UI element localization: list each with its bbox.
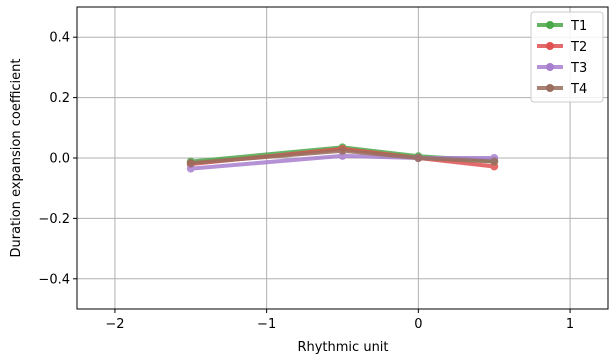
legend-marker: [546, 63, 554, 71]
y-tick-label: −0.4: [38, 272, 70, 287]
legend-label: T1: [570, 19, 587, 34]
data-point: [338, 146, 347, 155]
x-tick-label: −2: [105, 317, 124, 332]
x-axis-label: Rhythmic unit: [297, 340, 388, 355]
legend-item: T1: [537, 19, 587, 34]
y-tick-label: 0.0: [49, 152, 70, 167]
y-axis-label: Duration expansion coefficient: [9, 59, 24, 258]
legend-item: T4: [537, 82, 587, 97]
x-tick-label: 1: [566, 317, 574, 332]
series-layer: [186, 143, 499, 173]
data-point: [490, 157, 499, 166]
data-point: [186, 159, 195, 168]
y-tick-label: 0.2: [49, 91, 70, 106]
legend-item: T2: [537, 40, 587, 55]
series-line-t4: [190, 148, 495, 166]
y-tick-label: 0.4: [49, 31, 70, 46]
legend-item: T3: [537, 61, 587, 76]
legend-label: T4: [570, 82, 587, 97]
y-tick-label: −0.2: [38, 212, 70, 227]
x-tick-label: 0: [414, 317, 422, 332]
series-t4: [186, 146, 499, 168]
legend-marker: [546, 42, 554, 50]
legend-marker: [546, 21, 554, 29]
legend: T1 T2 T3 T4: [530, 11, 604, 103]
legend-marker: [546, 84, 554, 92]
legend-box: [530, 11, 604, 103]
legend-label: T3: [570, 61, 587, 76]
data-point: [414, 154, 423, 162]
x-tick-label: −1: [257, 317, 276, 332]
legend-label: T2: [570, 40, 587, 55]
grid: [77, 7, 608, 309]
axis-ticks: −2 −1 0 1 −0.4 −0.2 0.0 0.2 0.4: [38, 31, 574, 332]
